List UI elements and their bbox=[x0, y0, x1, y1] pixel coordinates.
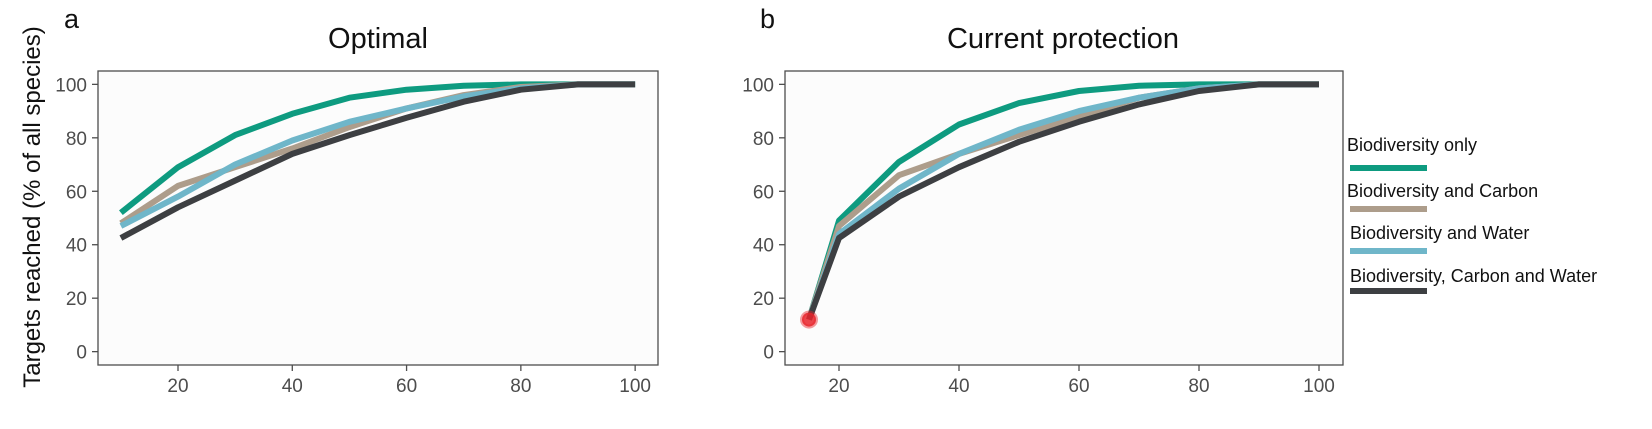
panel-a-x-tick-label-80: 80 bbox=[510, 376, 531, 397]
panel-b-x-tick-label-40: 40 bbox=[948, 376, 969, 397]
panel-b-x-tick-label-60: 60 bbox=[1068, 376, 1089, 397]
panel-a-y-tick-label-60: 60 bbox=[66, 182, 87, 203]
panel-a-x-tick-label-60: 60 bbox=[396, 376, 417, 397]
panel-b-current-protection: b Current protection 0 20 40 60 80 100 20 40 60 8… bbox=[742, 4, 1344, 397]
panel-b-y-tick-label-60: 60 bbox=[753, 182, 774, 203]
panel-a-x-tick-label-20: 20 bbox=[167, 376, 188, 397]
panel-b-x-tick-label-100: 100 bbox=[1303, 376, 1335, 397]
panel-a-y-tick-label-0: 0 bbox=[76, 343, 87, 364]
panel-a-title: Optimal bbox=[328, 23, 428, 55]
panel-b-y-tick-label-20: 20 bbox=[753, 289, 774, 310]
panel-a-line-biodiversity-carbon-and-water bbox=[119, 81, 636, 241]
panel-a-x-tick-label-100: 100 bbox=[619, 376, 651, 397]
panel-a-optimal: a Optimal 0 20 40 60 80 100 20 40 60 80 100 bbox=[55, 4, 659, 397]
panel-a-marks: 0 20 40 60 80 100 20 40 60 80 100 bbox=[55, 75, 651, 397]
panel-b-x-tick-label-80: 80 bbox=[1188, 376, 1209, 397]
panel-a-y-tick-label-40: 40 bbox=[66, 236, 87, 257]
panel-b-line-biodiversity-carbon-and-water bbox=[806, 81, 1319, 321]
panel-b-y-tick-label-0: 0 bbox=[763, 343, 774, 364]
panel-b-current-protection-marker bbox=[800, 310, 818, 329]
panel-b-title: Current protection bbox=[947, 23, 1179, 55]
panel-b-y-tick-label-80: 80 bbox=[753, 129, 774, 150]
panel-b-y-tick-label-40: 40 bbox=[753, 236, 774, 257]
legend-label-biodiversity-carbon: Biodiversity and Carbon bbox=[1347, 181, 1538, 201]
panel-b-x-tick-label-20: 20 bbox=[828, 376, 849, 397]
legend: Biodiversity only Biodiversity and Carbo… bbox=[1347, 135, 1597, 294]
panel-a-y-tick-label-100: 100 bbox=[55, 75, 87, 96]
legend-label-biodiversity-water: Biodiversity and Water bbox=[1350, 223, 1529, 243]
panel-b-y-tick-label-100: 100 bbox=[742, 75, 774, 96]
legend-label-biodiversity-only: Biodiversity only bbox=[1347, 135, 1477, 155]
panel-a-y-tick-label-20: 20 bbox=[66, 289, 87, 310]
panel-a-x-tick-label-40: 40 bbox=[282, 376, 303, 397]
legend-label-biodiversity-carbon-water: Biodiversity, Carbon and Water bbox=[1350, 266, 1597, 286]
panel-a-y-tick-label-80: 80 bbox=[66, 129, 87, 150]
panel-b-marks: 0 20 40 60 80 100 20 40 60 80 100 bbox=[742, 75, 1335, 397]
panel-a-letter: a bbox=[64, 4, 80, 34]
panel-b-letter: b bbox=[760, 4, 775, 34]
y-axis-title: Targets reached (% of all species) bbox=[19, 26, 46, 388]
